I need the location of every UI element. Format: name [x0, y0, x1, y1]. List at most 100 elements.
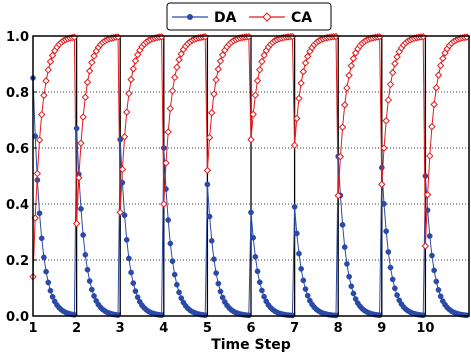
data-point-ca	[173, 63, 181, 72]
data-point-ca	[42, 77, 50, 85]
data-point-ca	[382, 117, 390, 125]
data-point-ca	[162, 159, 170, 167]
data-point-da	[36, 210, 43, 217]
data-point-da	[80, 232, 86, 238]
data-point-da	[298, 266, 304, 272]
data-point-da	[47, 287, 54, 294]
data-point-da	[291, 203, 298, 210]
data-point-ca	[120, 133, 129, 141]
data-point-ca	[216, 57, 225, 65]
data-point-da	[217, 288, 224, 295]
y-tick-label: 0.4	[6, 198, 29, 213]
data-point-da	[389, 276, 396, 283]
data-point-ca	[214, 65, 223, 73]
data-point-da	[350, 290, 357, 297]
data-point-da	[176, 289, 182, 296]
data-point-da	[346, 273, 352, 280]
data-point-ca	[301, 59, 310, 67]
data-point-da	[435, 287, 442, 293]
data-point-ca	[38, 110, 46, 119]
data-point-ca	[299, 67, 308, 76]
data-point-ca	[35, 136, 44, 144]
data-point-da	[134, 294, 141, 301]
data-point-da	[215, 280, 222, 287]
data-point-ca	[247, 135, 255, 144]
data-point-da	[293, 230, 300, 237]
data-point-da	[121, 212, 128, 219]
data-point-ca	[336, 152, 345, 161]
data-point-ca	[253, 77, 262, 85]
data-point-da	[259, 287, 265, 294]
data-point-ca	[44, 66, 52, 74]
data-point-ca	[203, 166, 212, 175]
data-point-ca	[83, 78, 92, 86]
data-point-da	[296, 250, 302, 257]
data-point-da	[394, 292, 400, 298]
data-point-da	[426, 233, 433, 239]
x-axis-label: Time Step	[211, 337, 291, 353]
data-point-ca	[436, 61, 445, 70]
data-point-da	[348, 283, 355, 290]
data-point-da	[119, 179, 126, 186]
data-point-da	[261, 293, 267, 300]
data-point-da	[213, 270, 219, 276]
y-tick-label: 0.8	[6, 86, 29, 101]
data-point-da	[254, 268, 261, 275]
data-point-da	[344, 261, 350, 267]
data-point-ca	[295, 94, 303, 103]
data-point-da	[437, 293, 444, 300]
data-point-da	[387, 264, 394, 271]
data-point-ca	[439, 54, 447, 63]
data-point-da	[78, 205, 84, 212]
data-point-da	[91, 293, 97, 299]
data-point-da	[208, 237, 215, 244]
data-point-ca	[127, 75, 135, 84]
data-point-da	[385, 249, 392, 255]
data-point-ca	[218, 51, 227, 59]
data-point-ca	[48, 51, 57, 60]
data-point-ca	[85, 67, 94, 75]
data-point-ca	[116, 208, 124, 217]
data-point-da	[304, 292, 311, 299]
data-point-ca	[256, 66, 264, 74]
data-point-da	[204, 181, 211, 188]
legend-label-da: DA	[214, 10, 237, 26]
data-point-ca	[131, 57, 140, 65]
legend-label-ca: CA	[291, 10, 312, 26]
data-point-ca	[258, 57, 266, 66]
data-point-da	[43, 268, 49, 275]
data-point-ca	[434, 71, 443, 79]
y-tick-label: 1.0	[6, 30, 29, 45]
data-point-da	[341, 244, 348, 250]
data-point-ca	[168, 87, 177, 95]
data-point-ca	[125, 89, 133, 98]
data-point-da	[82, 251, 89, 258]
data-point-da	[169, 258, 176, 265]
data-point-ca	[347, 62, 355, 70]
data-point-ca	[166, 104, 175, 113]
x-tick-label: 2	[72, 321, 81, 336]
data-point-ca	[349, 54, 358, 63]
data-point-ca	[46, 57, 55, 66]
data-point-da	[126, 255, 132, 262]
data-point-da	[38, 235, 45, 242]
data-point-ca	[393, 53, 401, 61]
data-point-da	[392, 285, 398, 292]
x-tick-label: 10	[416, 321, 434, 336]
data-point-ca	[380, 144, 388, 152]
x-tick-label: 6	[246, 321, 255, 336]
data-point-da	[49, 294, 56, 300]
x-axis-ticks: 1 2 3 4 5 6 7 8 9 10	[28, 312, 434, 336]
data-point-da	[130, 280, 137, 286]
legend-marker-da	[187, 14, 193, 20]
data-point-da	[160, 145, 167, 151]
y-tick-label: 0.2	[6, 254, 29, 269]
data-point-ca	[338, 123, 347, 131]
data-point-ca	[205, 133, 214, 142]
data-point-ca	[430, 100, 438, 109]
legend: DA CA	[166, 2, 332, 31]
data-point-ca	[388, 68, 397, 77]
data-point-da	[45, 279, 52, 286]
data-point-da	[300, 277, 307, 284]
